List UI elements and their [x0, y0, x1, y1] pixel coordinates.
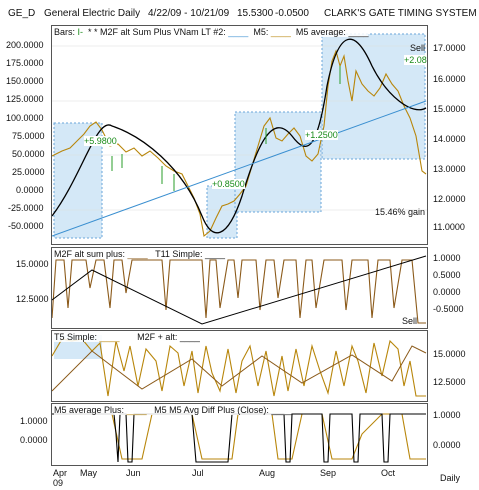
tick: 75.0000: [12, 131, 45, 141]
sell-signal-label: Sell: [410, 43, 426, 53]
tick: 1.0000: [20, 416, 48, 426]
system-title: CLARK'S GATE TIMING SYSTEM ©: [324, 8, 479, 19]
tick: 12.0000: [433, 194, 466, 204]
price-grid: [52, 45, 427, 211]
m2f-alt-line: [52, 345, 427, 392]
month-label: Aug: [259, 468, 276, 478]
legend-bars-marker: I-: [77, 27, 84, 37]
instrument-name: General Electric Daily: [44, 8, 141, 19]
tick: 16.0000: [433, 74, 466, 84]
month-label: Jul: [192, 468, 204, 478]
month-label: Jun: [126, 468, 141, 478]
tick: 0.0000: [20, 435, 48, 445]
chart-header: GE_D General Electric Daily 4/22/09 - 10…: [0, 0, 479, 22]
tick: -25.0000: [8, 203, 44, 213]
legend-m5-average-plus: M5 average Plus:: [54, 405, 125, 415]
price-legend: Bars: I- * * M2F alt Sum Plus VNam LT #2…: [54, 27, 369, 37]
tick: 125.0000: [6, 94, 44, 104]
tick: 14.0000: [433, 134, 466, 144]
tick: 12.5000: [433, 377, 466, 387]
tick: 11.0000: [433, 222, 465, 232]
m2f-sum-legend: M2F alt sum plus: ____ T11 Simple: ____: [54, 249, 225, 259]
legend-m5-average: M5 average:: [295, 27, 346, 37]
period-label: Daily: [440, 473, 461, 483]
legend-m2f-sum: M2F alt sum plus:: [54, 249, 126, 259]
tick: 0.0000: [433, 440, 461, 450]
year-label: 09: [53, 478, 64, 488]
tick: -50.0000: [8, 221, 44, 231]
tick: 1.0000: [433, 410, 461, 420]
m5-average-line: [52, 38, 427, 234]
sell-signal-label-2: Sell: [402, 316, 418, 326]
legend-bars: Bars:: [54, 27, 76, 37]
tick: 15.0000: [433, 349, 466, 359]
t5-pane[interactable]: T5 Simple: ____ M2F + alt: ____: [51, 330, 428, 402]
price-line: [52, 49, 427, 238]
tick: 200.0000: [6, 40, 44, 50]
gain-label: 15.46% gain: [375, 207, 426, 217]
legend-m2f-sum-marker: ____: [127, 249, 148, 259]
tick: 0.5000: [433, 270, 461, 280]
m5-avg-diff-line: [52, 413, 426, 463]
tick: 15.0000: [433, 104, 466, 114]
tick: 15.0000: [16, 259, 49, 269]
legend-m5-avg-diff-marker: ____: [271, 405, 292, 415]
tick: 25.0000: [12, 167, 45, 177]
m2f-sum-pane[interactable]: M2F alt sum plus: ____ T11 Simple: ____ …: [51, 247, 428, 329]
legend-m2f-alt-marker: ____: [179, 332, 200, 342]
tick: 12.5000: [16, 294, 49, 304]
tick: 100.0000: [6, 113, 44, 123]
legend-m5: M5:: [253, 27, 269, 37]
tick: 175.0000: [6, 58, 44, 68]
price-change: -0.0500: [275, 8, 309, 19]
month-label: Oct: [381, 468, 396, 478]
month-label: Sep: [320, 468, 337, 478]
tick: 13.0000: [433, 164, 466, 174]
trade-box-4: [321, 33, 426, 160]
trade-label-3: +1.2500: [305, 130, 338, 140]
m5-average-plus-line: [52, 413, 426, 460]
legend-m2f-alt: M2F + alt:: [137, 332, 178, 342]
month-label: Apr: [53, 468, 68, 478]
legend-t11-marker: ____: [204, 249, 225, 259]
price-pane[interactable]: Bars: I- * * M2F alt Sum Plus VNam LT #2…: [51, 25, 428, 245]
legend-m5avg-marker: ____: [348, 27, 369, 37]
tick: 50.0000: [12, 149, 45, 159]
t5-legend: T5 Simple: ____ M2F + alt: ____: [54, 332, 200, 342]
up-bars: [111, 66, 341, 191]
tick: 1.0000: [433, 253, 461, 263]
trade-label-4: +2.08: [404, 55, 427, 65]
legend-t11: T11 Simple:: [155, 249, 203, 259]
tick: -0.5000: [433, 304, 464, 314]
symbol-label: GE_D: [8, 8, 36, 19]
trade-box-2: [206, 185, 238, 239]
legend-t5-marker: ____: [99, 332, 120, 342]
tick: 150.0000: [6, 76, 44, 86]
date-range: 4/22/09 - 10/21/09: [148, 8, 230, 19]
m5-average-pane[interactable]: M5 average Plus: ____ M5 M5 Avg Diff Plu…: [51, 403, 428, 466]
trade-box-3: [234, 111, 322, 213]
m2f-sum-line: [52, 259, 426, 324]
tick: 0.0000: [16, 185, 44, 195]
m2f-sum-plot: [52, 255, 427, 325]
legend-m2f: * * M2F alt Sum Plus VNam LT #2:: [88, 27, 226, 37]
tick: 17.0000: [433, 43, 466, 53]
legend-t5: T5 Simple:: [54, 332, 98, 342]
legend-m5-marker: ____: [270, 27, 291, 37]
trend-line: [52, 100, 427, 237]
t11-simple-line: [52, 255, 427, 325]
legend-m2f-marker: ____: [228, 27, 249, 37]
legend-m5-avg-diff: M5 M5 Avg Diff Plus (Close):: [154, 405, 269, 415]
tick: 0.0000: [433, 287, 461, 297]
trade-label-1: +5.9800: [84, 136, 117, 146]
m5-average-legend: M5 average Plus: ____ M5 M5 Avg Diff Plu…: [54, 405, 292, 415]
legend-m5-average-plus-marker: ____: [126, 405, 147, 415]
t5-simple-line: [52, 338, 426, 397]
trade-label-2: +0.8500: [212, 179, 245, 189]
price-plot: [52, 33, 427, 239]
month-label: May: [80, 468, 98, 478]
last-price: 15.5300: [237, 8, 274, 19]
